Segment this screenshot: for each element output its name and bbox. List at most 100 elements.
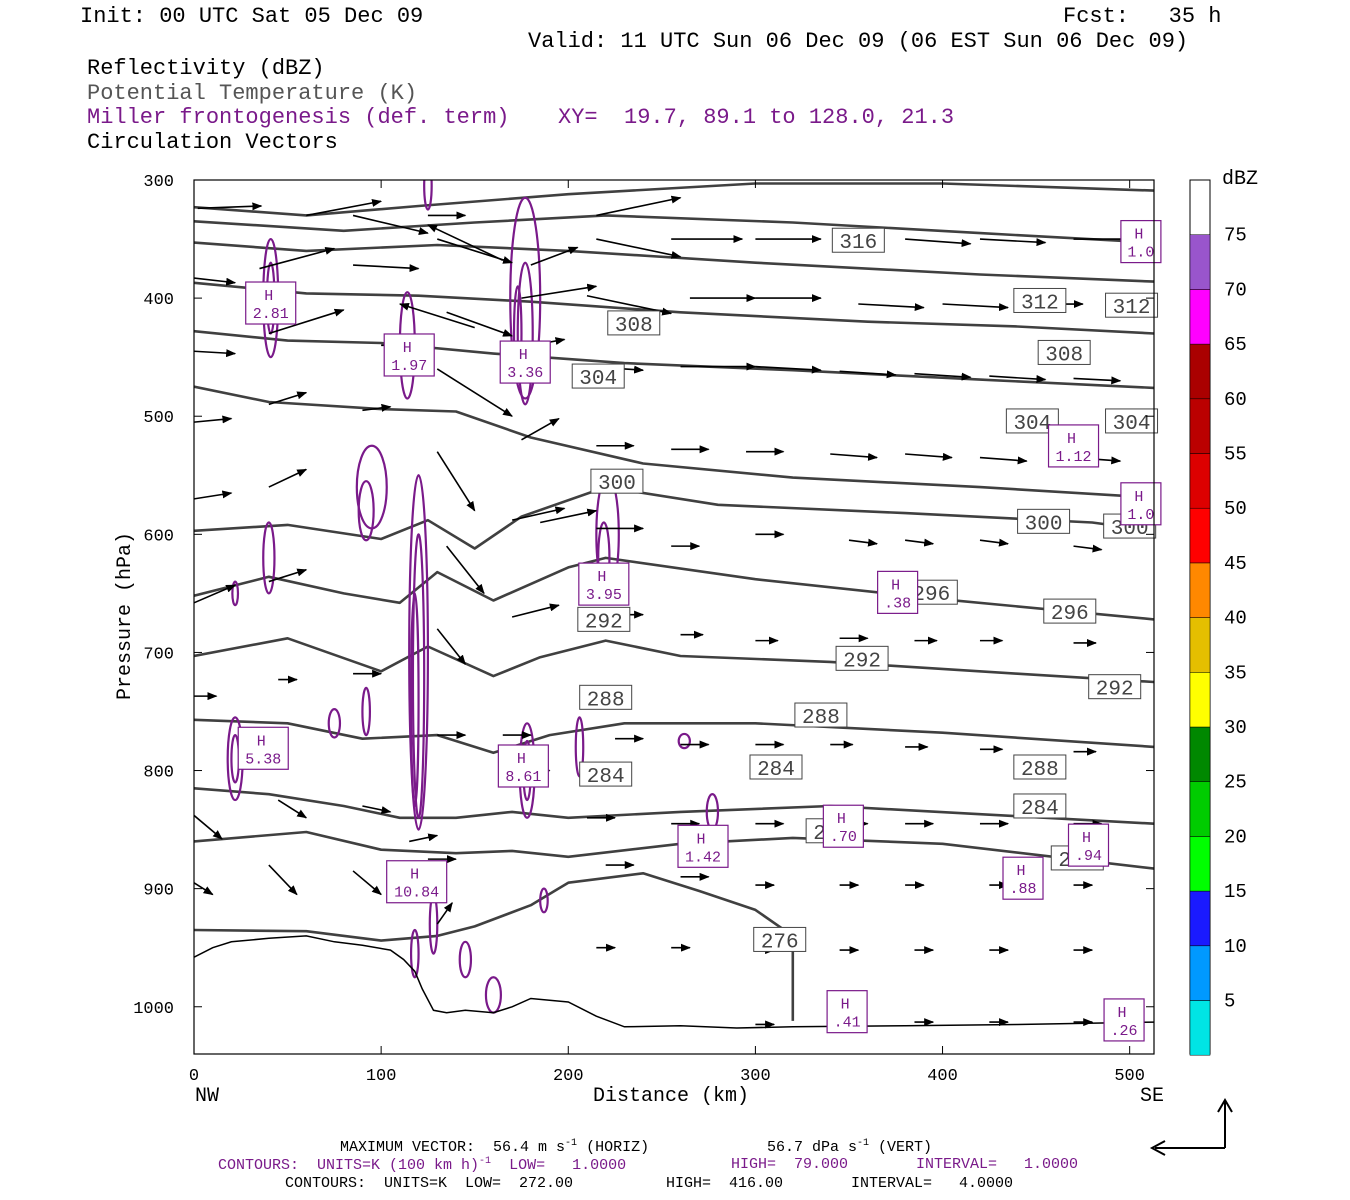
colorbar-level-label: 30: [1224, 717, 1247, 739]
circulation-vector: [914, 372, 972, 381]
theta-contour: [194, 787, 1154, 825]
colorbar-level-label: 75: [1224, 225, 1247, 247]
frontogenesis-max-h: H: [696, 831, 705, 848]
frontogenesis-max-value: 8.61: [505, 769, 541, 786]
footer-max-vector: MAXIMUM VECTOR: 56.4 m s-1 (HORIZ): [340, 1138, 650, 1156]
circulation-vector: [194, 814, 223, 840]
theta-contour: [194, 281, 1154, 335]
y-tick-label: 700: [143, 645, 174, 664]
y-tick-label: 400: [143, 291, 174, 310]
y-tick-label: 500: [143, 409, 174, 428]
colorbar-level-label: 15: [1224, 881, 1247, 903]
frontogenesis-contour: [677, 732, 692, 750]
frontogenesis-max-box: [677, 824, 729, 868]
x-tick-label: 0: [189, 1067, 199, 1086]
x-tick-label: 200: [553, 1067, 584, 1086]
colorbar-level-label: 55: [1224, 444, 1247, 466]
frontogenesis-max-box: [497, 744, 549, 788]
circulation-vector: [436, 902, 453, 925]
frontogenesis-max-h: H: [1134, 227, 1143, 244]
y-tick-label: 800: [143, 764, 174, 783]
frontogenesis-max-value: 1.97: [391, 358, 427, 375]
frontogenesis-max-box: [499, 340, 551, 384]
circulation-vector: [277, 799, 308, 819]
circulation-vector: [436, 368, 513, 417]
theta-contour-label: 288: [802, 707, 840, 730]
forecast-hour: Fcst: 35 h: [1063, 4, 1222, 29]
theta-contour-label: 312: [1113, 297, 1151, 320]
circulation-vector: [409, 833, 439, 843]
circulation-vector: [511, 506, 566, 521]
colorbar-level-label: 50: [1224, 498, 1247, 520]
circulation-vector: [540, 508, 598, 524]
frontogenesis-max-value: 3.95: [586, 587, 622, 604]
frontogenesis-contour: [409, 592, 420, 808]
colorbar-level-label: 25: [1224, 772, 1247, 794]
frontogenesis-max-value: 1.42: [685, 849, 721, 866]
field-vectors-label: Circulation Vectors: [87, 130, 338, 155]
footer-fronto-interval: INTERVAL= 1.0000: [916, 1156, 1079, 1173]
theta-contour: [194, 872, 795, 1021]
frontogenesis-contour: [509, 196, 542, 400]
frontogenesis-max-h: H: [1016, 863, 1025, 880]
frontogenesis-max-value: .94: [1075, 848, 1102, 865]
theta-contour-label: 304: [1113, 413, 1151, 436]
frontogenesis-max-h: H: [837, 811, 846, 828]
frontogenesis-max-value: 5.38: [245, 751, 281, 768]
colorbar-level-label: 40: [1224, 608, 1247, 630]
theta-label-box: [831, 227, 885, 253]
frontogenesis-contour: [516, 261, 534, 406]
frontogenesis-max-value: 10.84: [394, 885, 439, 902]
theta-contour-label: 288: [1021, 759, 1059, 782]
x-tick-label: 500: [1114, 1067, 1145, 1086]
frontogenesis-max-box: [578, 562, 630, 606]
colorbar-level-label: 10: [1224, 936, 1247, 958]
x-tick-label: 100: [366, 1067, 397, 1086]
footer-theta-contours: CONTOURS: UNITS=K LOW= 272.00: [285, 1175, 574, 1192]
frontogenesis-max-box: [383, 333, 435, 377]
theta-label-box: [1013, 287, 1067, 313]
frontogenesis-contour: [409, 928, 420, 979]
circulation-vector: [1073, 376, 1122, 385]
circulation-vector: [596, 195, 682, 217]
frontogenesis-contour: [423, 180, 433, 211]
frontogenesis-contour: [357, 480, 375, 542]
circulation-vector: [839, 370, 897, 379]
x-tick-label: 400: [927, 1067, 958, 1086]
frontogenesis-max-h: H: [1134, 489, 1143, 506]
colorbar-level-label: 70: [1224, 279, 1247, 301]
circulation-vector: [830, 452, 879, 461]
theta-label-box: [1013, 793, 1067, 819]
circulation-vector: [446, 545, 485, 595]
colorbar-swatch: [1189, 507, 1211, 564]
circulation-vector: [521, 283, 598, 299]
theta-label-box: [1037, 339, 1091, 365]
frontogenesis-max-h: H: [517, 751, 526, 768]
circulation-vector: [194, 584, 237, 604]
frontogenesis-contour: [262, 521, 276, 595]
frontogenesis-contour: [428, 893, 439, 955]
frontogenesis-max-h: H: [1118, 1005, 1127, 1022]
circulation-vector: [268, 391, 308, 406]
frontogenesis-max-h: H: [410, 867, 419, 884]
colorbar-level-label: 20: [1224, 826, 1247, 848]
frontogenesis-contour: [408, 474, 430, 831]
theta-label-box: [1043, 598, 1097, 624]
circulation-vector: [268, 308, 345, 335]
circulation-vector: [979, 456, 1028, 465]
theta-contour-label: 304: [1013, 413, 1051, 436]
y-tick-label: 600: [143, 527, 174, 546]
theta-contour: [194, 556, 1154, 621]
circulation-vector: [1073, 544, 1103, 553]
colorbar-swatch: [1189, 726, 1211, 782]
theta-contour: [194, 241, 1154, 283]
theta-contour-label: 296: [912, 584, 950, 607]
circulation-vector: [306, 199, 383, 217]
y-tick-label: 300: [143, 173, 174, 192]
circulation-vector: [194, 349, 237, 358]
footer-theta-interval: INTERVAL= 4.0000: [851, 1175, 1014, 1192]
theta-contour: [194, 485, 1154, 550]
plot-frame: [193, 179, 1155, 1055]
frontogenesis-max-box: [245, 281, 297, 325]
frontogenesis-contour: [539, 887, 549, 914]
